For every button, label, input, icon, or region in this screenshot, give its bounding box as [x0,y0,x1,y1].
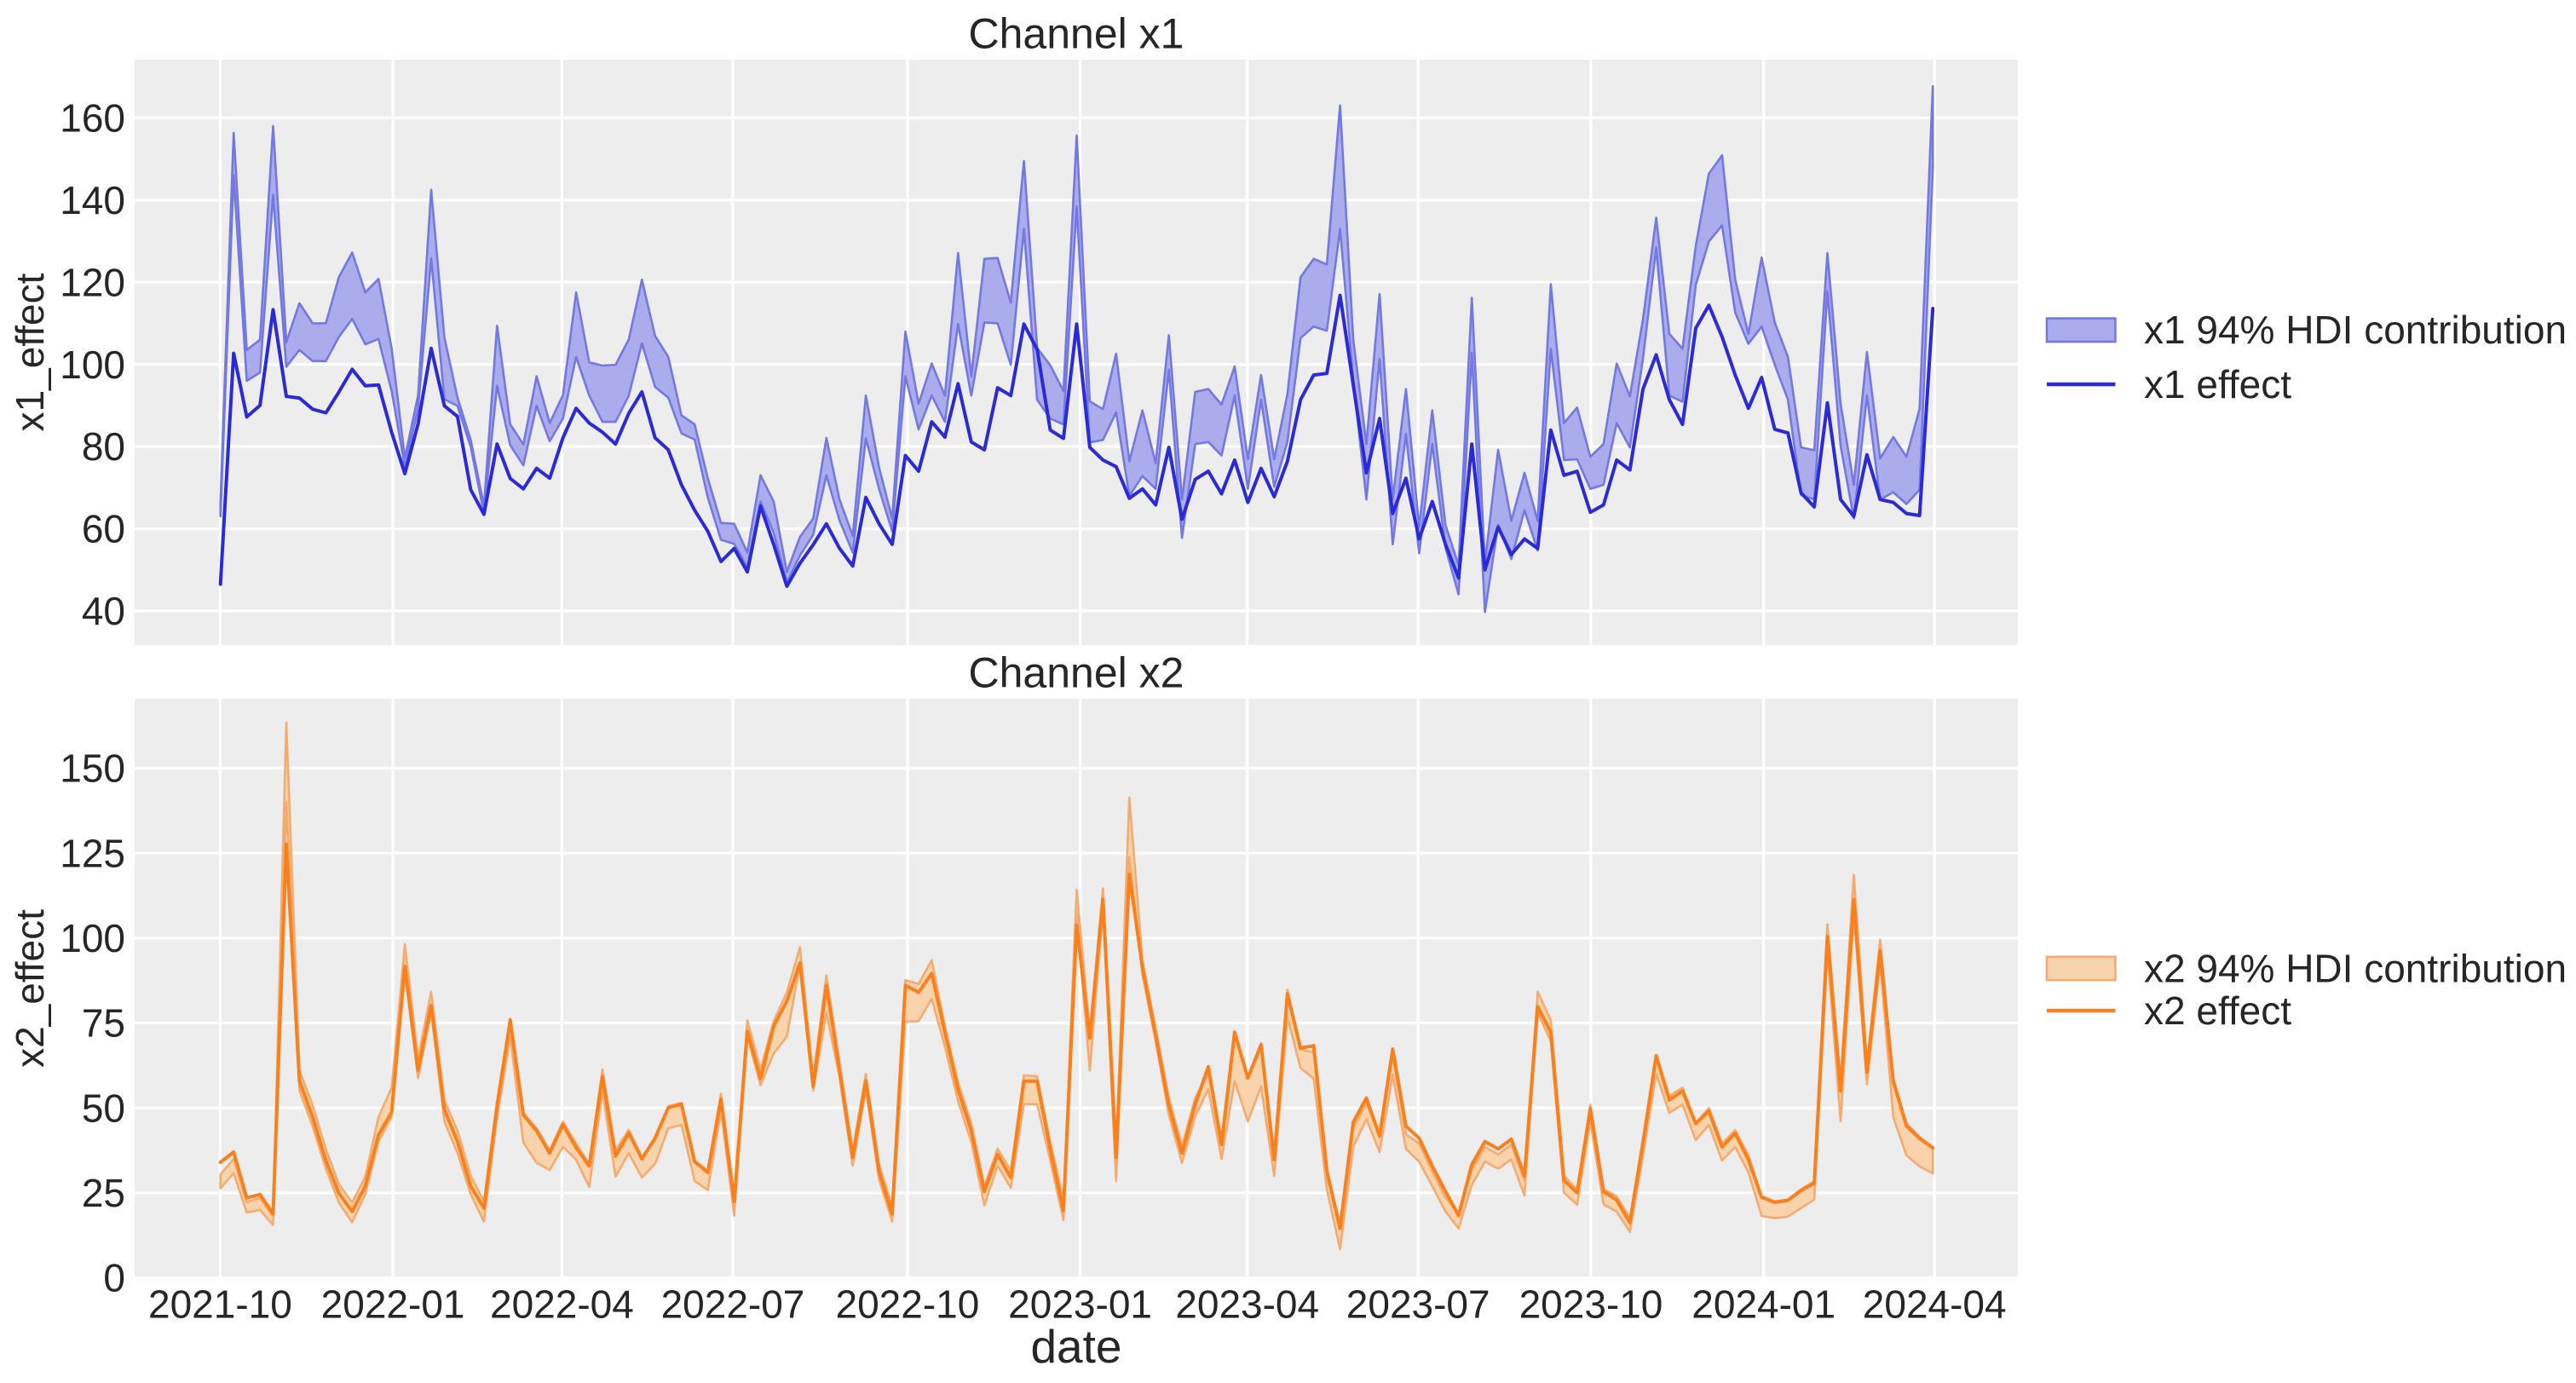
svg-text:x2 effect: x2 effect [2144,988,2291,1033]
svg-text:x1_effect: x1_effect [8,273,52,431]
svg-text:x2_effect: x2_effect [8,909,52,1068]
svg-text:140: 140 [60,178,125,222]
svg-text:date: date [1030,1320,1121,1373]
svg-text:120: 120 [60,260,125,304]
svg-text:75: 75 [82,1001,125,1046]
svg-text:2023-04: 2023-04 [1175,1282,1319,1327]
svg-text:25: 25 [82,1171,125,1215]
svg-text:2021-10: 2021-10 [148,1282,292,1327]
svg-text:2022-01: 2022-01 [321,1282,465,1327]
svg-text:125: 125 [60,831,125,875]
svg-text:50: 50 [82,1086,125,1130]
svg-text:x1 effect: x1 effect [2144,362,2291,406]
svg-text:2022-10: 2022-10 [835,1282,979,1327]
svg-text:100: 100 [60,343,125,387]
svg-text:2023-07: 2023-07 [1346,1282,1490,1327]
svg-text:Channel x2: Channel x2 [969,649,1184,697]
svg-text:160: 160 [60,96,125,141]
svg-text:Channel x1: Channel x1 [969,10,1184,58]
svg-text:80: 80 [82,424,125,469]
svg-text:2022-07: 2022-07 [661,1282,805,1327]
svg-text:0: 0 [103,1256,125,1300]
svg-text:x2 94% HDI contribution: x2 94% HDI contribution [2144,946,2567,990]
svg-text:2022-04: 2022-04 [490,1282,634,1327]
svg-text:150: 150 [60,746,125,791]
svg-text:2023-01: 2023-01 [1008,1282,1152,1327]
svg-text:2023-10: 2023-10 [1519,1282,1663,1327]
svg-text:2024-04: 2024-04 [1863,1282,2007,1327]
svg-text:60: 60 [82,507,125,551]
svg-text:40: 40 [82,589,125,633]
svg-text:2024-01: 2024-01 [1691,1282,1835,1327]
svg-text:x1 94% HDI contribution: x1 94% HDI contribution [2144,308,2567,352]
svg-text:100: 100 [60,916,125,960]
